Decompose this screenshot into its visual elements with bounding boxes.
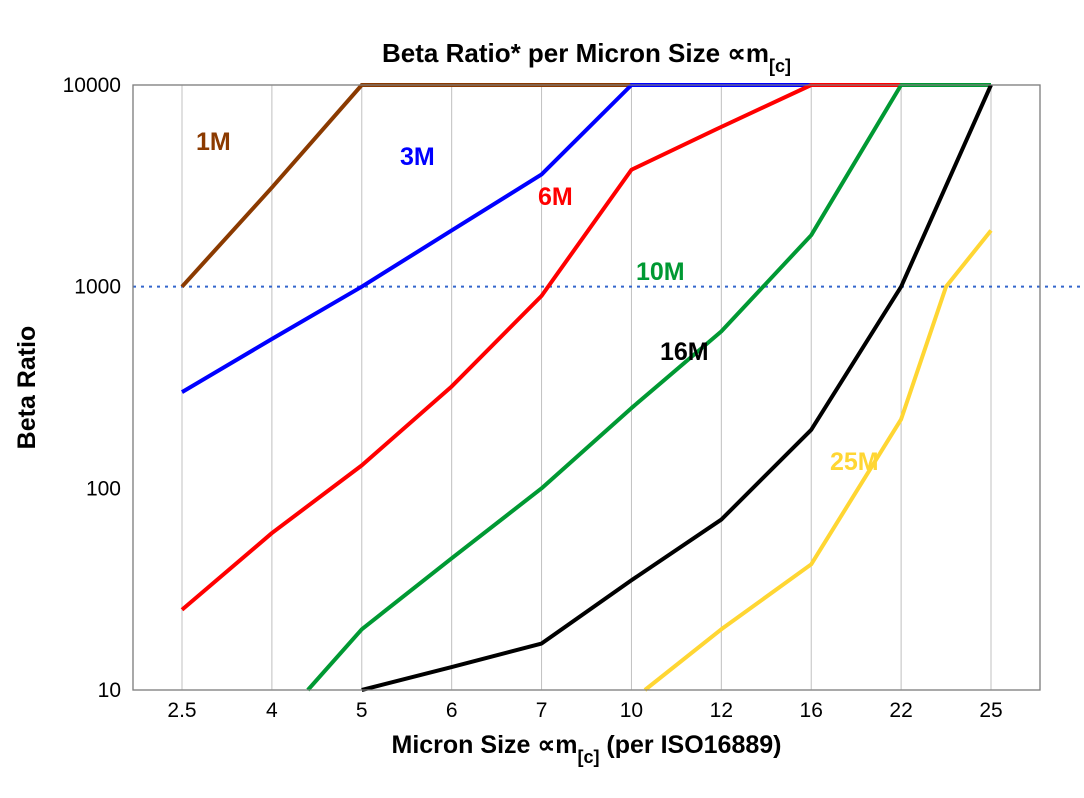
x-tick-label: 2.5	[167, 699, 196, 722]
series-line-3M	[182, 85, 991, 392]
x-tick-label: 22	[889, 699, 912, 722]
series-label-6M: 6M	[538, 183, 573, 211]
series-label-10M: 10M	[636, 258, 685, 286]
y-axis-label: Beta Ratio	[13, 326, 41, 450]
series-line-25M	[645, 230, 991, 690]
x-tick-label: 12	[710, 699, 733, 722]
chart-title: Beta Ratio* per Micron Size ∝m[c]	[382, 38, 791, 76]
plot-border	[133, 85, 1040, 690]
chart-container: 1M 3M 6M 10M 16M 25M 10 100 1000 10000 2.5 4 5 6 7 10 12…	[0, 0, 1084, 798]
x-tick-label: 7	[536, 699, 548, 722]
x-tick-label: 25	[979, 699, 1002, 722]
series-label-3M: 3M	[400, 143, 435, 171]
x-tick-label: 6	[446, 699, 458, 722]
y-tick-label: 100	[86, 477, 121, 500]
series-label-25M: 25M	[830, 448, 879, 476]
series-label-1M: 1M	[196, 128, 231, 156]
x-tick-label: 5	[356, 699, 368, 722]
x-tick-label: 16	[800, 699, 823, 722]
y-tick-label: 10	[98, 679, 121, 702]
x-axis-label: Micron Size ∝m[c] (per ISO16889)	[392, 731, 782, 767]
series-line-6M	[182, 85, 991, 610]
beta-ratio-chart: 1M 3M 6M 10M 16M 25M 10 100 1000 10000 2.5 4 5 6 7 10 12…	[0, 0, 1084, 798]
series-line-1M	[182, 85, 991, 287]
series-line-10M	[308, 85, 991, 690]
series-line-16M	[362, 85, 991, 690]
y-tick-label: 10000	[63, 74, 121, 97]
y-tick-label: 1000	[74, 276, 121, 299]
series-label-16M: 16M	[660, 338, 709, 366]
plot-border-top	[133, 85, 1040, 690]
x-tick-label: 10	[620, 699, 643, 722]
x-tick-label: 4	[266, 699, 278, 722]
